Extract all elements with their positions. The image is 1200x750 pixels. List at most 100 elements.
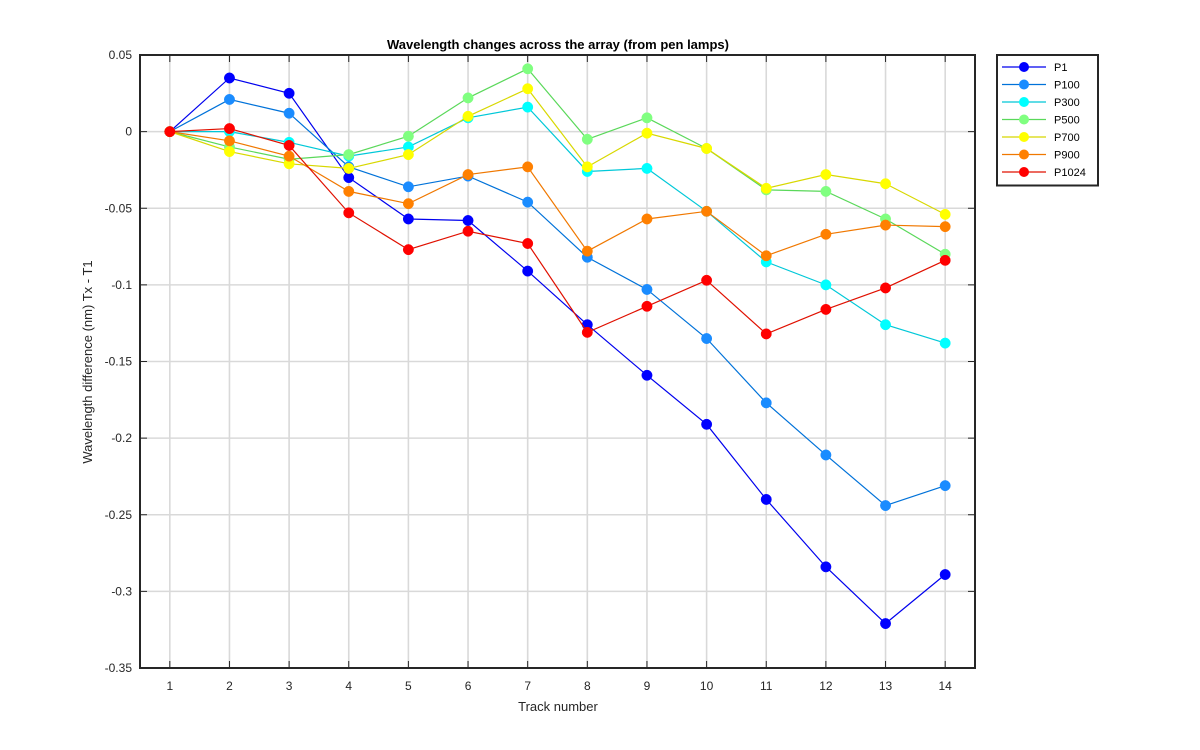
- data-point: [402, 244, 414, 256]
- data-point: [701, 143, 713, 154]
- data-point: [283, 87, 295, 99]
- data-point: [402, 149, 414, 161]
- data-point: [701, 205, 713, 217]
- series-group: [164, 63, 951, 630]
- data-point: [283, 107, 295, 119]
- data-point: [462, 92, 474, 104]
- data-point: [939, 480, 951, 492]
- data-point: [939, 254, 951, 266]
- data-point: [641, 284, 653, 295]
- y-axis-label: Wavelength difference (nm) Tx - T1: [80, 260, 95, 463]
- x-tick-label: 13: [879, 679, 893, 693]
- series-line: [169, 106, 946, 344]
- data-point: [224, 72, 235, 84]
- data-point: [522, 101, 534, 113]
- legend-item: P1024: [1002, 167, 1086, 179]
- x-tick-label: 9: [644, 679, 651, 693]
- data-point: [641, 300, 653, 312]
- legend-marker: [1019, 79, 1029, 90]
- data-point: [880, 319, 891, 331]
- data-point: [701, 274, 713, 286]
- legend-marker: [1019, 167, 1029, 177]
- data-point: [343, 185, 355, 197]
- x-tick-label: 4: [345, 679, 352, 693]
- legend-item: P700: [1002, 132, 1080, 144]
- legend-label: P700: [1054, 132, 1080, 144]
- data-point: [522, 238, 534, 249]
- series-line: [169, 131, 946, 257]
- x-tick-label: 11: [760, 679, 773, 693]
- data-point: [343, 162, 355, 174]
- legend-item: P900: [1002, 149, 1080, 162]
- data-point: [283, 139, 295, 151]
- data-point: [224, 93, 235, 105]
- data-point: [820, 449, 832, 461]
- y-tick-label: -0.25: [105, 508, 133, 522]
- x-tick-label: 8: [584, 679, 591, 693]
- data-point: [462, 215, 474, 226]
- legend-item: P100: [1002, 79, 1080, 92]
- x-tick-label: 5: [405, 679, 412, 693]
- data-point: [880, 500, 891, 512]
- data-point: [939, 208, 951, 220]
- legend-item: P500: [1002, 114, 1080, 127]
- data-point: [939, 569, 951, 580]
- data-point: [820, 279, 832, 291]
- data-point: [522, 265, 534, 277]
- x-tick-label: 6: [465, 679, 472, 693]
- data-point: [343, 149, 355, 161]
- x-tick-label: 10: [700, 679, 714, 693]
- y-tick-label: -0.3: [111, 584, 132, 598]
- series-line: [169, 68, 946, 255]
- legend-item: P300: [1002, 97, 1080, 109]
- y-tick-label: -0.1: [111, 278, 132, 292]
- legend-label: P300: [1054, 97, 1080, 109]
- data-point: [880, 282, 891, 294]
- data-point: [880, 178, 891, 190]
- legend-box: [996, 54, 1099, 187]
- series-p700: [164, 83, 951, 220]
- data-point: [522, 63, 534, 75]
- data-point: [343, 172, 355, 184]
- x-axis-label: Track number: [518, 699, 598, 714]
- data-point: [402, 130, 414, 142]
- chart-title: Wavelength changes across the array (fro…: [387, 37, 729, 52]
- data-point: [939, 221, 951, 233]
- data-point: [641, 112, 653, 124]
- data-point: [641, 162, 653, 174]
- data-point: [701, 418, 713, 430]
- data-point: [522, 161, 534, 173]
- y-tick-label: 0.05: [109, 48, 133, 62]
- series-line: [169, 87, 946, 215]
- data-point: [880, 618, 891, 630]
- data-point: [581, 326, 593, 338]
- legend-label: P500: [1054, 115, 1080, 127]
- data-point: [402, 181, 414, 193]
- y-tick-label: -0.2: [111, 431, 132, 445]
- data-point: [641, 369, 653, 381]
- data-point: [760, 328, 772, 340]
- data-point: [581, 161, 593, 173]
- legend-label: P1024: [1054, 167, 1086, 179]
- x-tick-label: 2: [226, 679, 233, 693]
- data-point: [462, 169, 474, 180]
- legend-marker: [1019, 97, 1029, 107]
- legend-marker: [1019, 62, 1029, 72]
- data-point: [760, 397, 772, 409]
- series-line: [169, 98, 946, 507]
- legend-label: P1: [1054, 62, 1067, 74]
- data-point: [402, 198, 414, 210]
- x-tick-label: 3: [286, 679, 293, 693]
- series-line: [169, 77, 946, 625]
- data-point: [343, 207, 355, 219]
- data-point: [522, 83, 534, 95]
- data-point: [224, 146, 235, 157]
- series-line: [169, 127, 946, 335]
- legend-marker: [1019, 149, 1029, 160]
- y-tick-label: -0.15: [105, 355, 133, 369]
- data-point: [164, 126, 176, 138]
- data-point: [820, 561, 832, 573]
- data-point: [820, 303, 832, 315]
- x-tick-label: 12: [819, 679, 833, 693]
- legend-item: P1: [1002, 62, 1067, 74]
